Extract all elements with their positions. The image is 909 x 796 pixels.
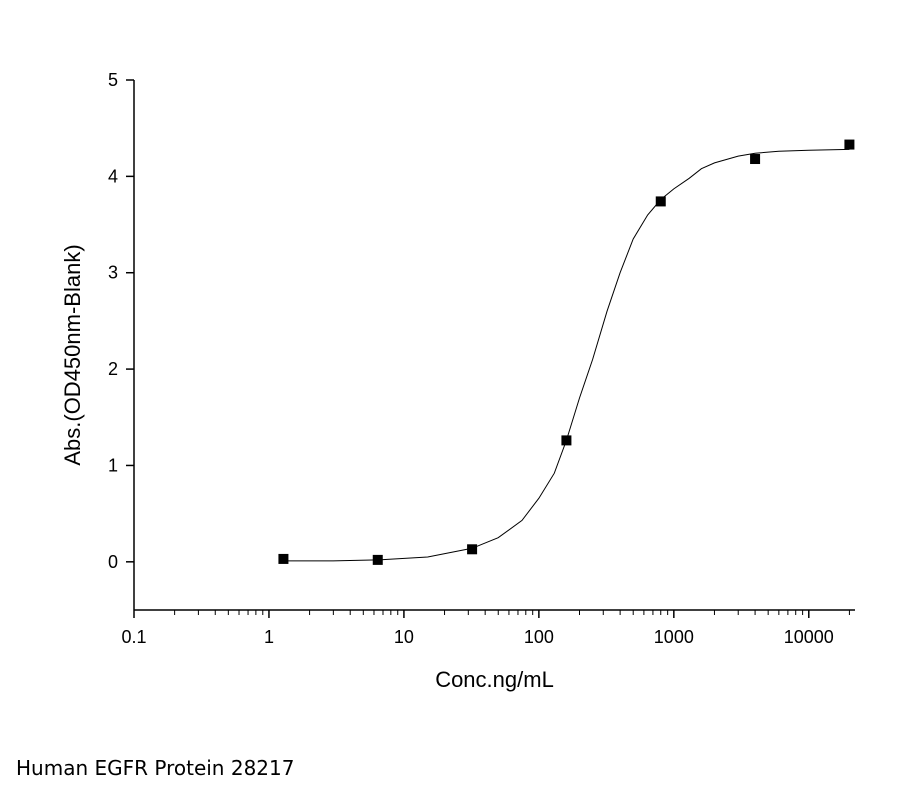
y-tick-label: 2 [108, 359, 118, 379]
caption: Human EGFR Protein 28217 [16, 756, 295, 780]
axes [133, 80, 855, 611]
x-tick-label: 100 [524, 627, 554, 647]
data-points [278, 139, 855, 565]
y-tick-label: 5 [108, 70, 118, 90]
x-tick-label: 1000 [654, 627, 694, 647]
data-point [561, 435, 572, 446]
y-tick-label: 1 [108, 455, 118, 475]
data-point [655, 196, 666, 207]
data-point [844, 139, 855, 150]
data-point [278, 553, 289, 564]
data-point [750, 154, 761, 165]
x-axis-title: Conc.ng/mL [435, 667, 554, 692]
y-tick-label: 0 [108, 552, 118, 572]
fit-curve [283, 148, 850, 562]
y-tick-label: 4 [108, 166, 118, 186]
y-axis-ticks: 0 1 2 3 4 5 [108, 70, 134, 572]
y-axis-title: Abs.(OD450nm-Blank) [60, 244, 85, 465]
x-tick-label: 10000 [784, 627, 834, 647]
x-tick-label: 0.1 [121, 627, 146, 647]
y-tick-label: 3 [108, 263, 118, 283]
x-tick-label: 1 [264, 627, 274, 647]
x-tick-label: 10 [394, 627, 414, 647]
data-point [372, 554, 383, 565]
data-point [467, 544, 478, 555]
x-axis-ticks: 0.1 1 10 100 1000 10000 [121, 610, 850, 647]
